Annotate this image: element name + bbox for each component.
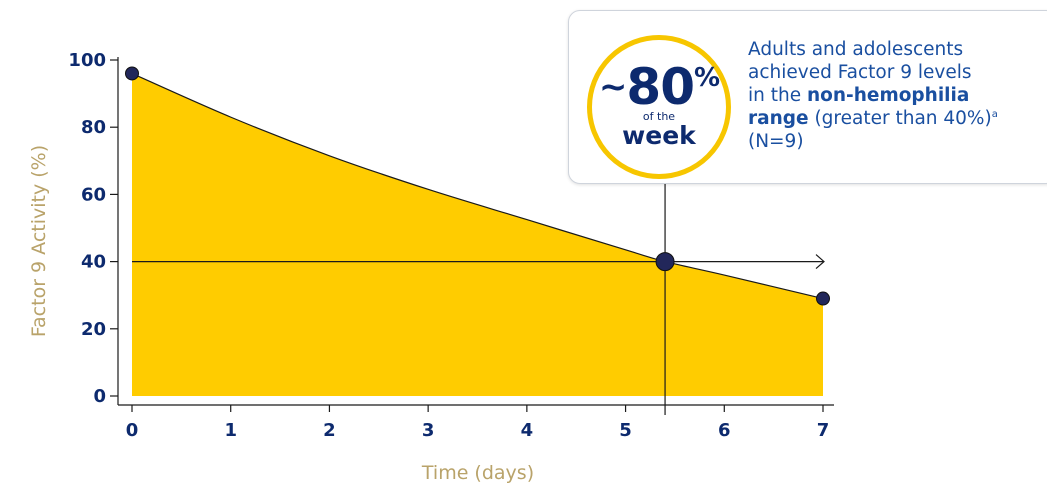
callout-line-4: range (greater than 40%)a [748, 108, 998, 129]
badge-of-the: of the [642, 110, 676, 123]
data-point [655, 252, 675, 272]
x-tick-label: 6 [718, 420, 731, 441]
footnote-mark: a [991, 108, 998, 120]
data-point [125, 66, 139, 81]
x-axis-title: Time (days) [421, 462, 534, 484]
percent-badge: ~80% of the week [587, 35, 731, 179]
x-tick-label: 3 [422, 420, 435, 441]
callout-line-1: Adults and adolescents [748, 39, 964, 60]
area-layer [131, 72, 824, 396]
y-tick-label: 20 [81, 319, 106, 340]
x-tick-label: 7 [817, 420, 830, 441]
callout-line-5: (N=9) [748, 131, 804, 152]
series-line [131, 72, 824, 300]
callout-line-2: achieved Factor 9 levels [748, 62, 972, 83]
x-tick-label: 1 [224, 420, 237, 441]
badge-week: week [622, 121, 696, 150]
callout-line-3: in the non-hemophilia [748, 85, 970, 106]
badge-value: ~80% [598, 58, 720, 116]
y-tick-label: 80 [81, 117, 106, 138]
x-tick-label: 4 [521, 420, 534, 441]
data-point [816, 291, 830, 306]
x-tick-label: 5 [619, 420, 632, 441]
axes: 0 20 40 60 80 100 0 1 2 3 4 5 6 7 [68, 50, 834, 441]
y-tick-label: 40 [81, 252, 106, 273]
y-axis-title: Factor 9 Activity (%) [28, 145, 50, 337]
callout-text: Adults and adolescents achieved Factor 9… [748, 38, 1044, 153]
reference-lines [132, 176, 825, 415]
y-tick-label: 60 [81, 184, 106, 205]
y-tick-label: 0 [93, 386, 106, 407]
threshold-arrowhead [815, 254, 825, 270]
x-tick-label: 2 [323, 420, 336, 441]
y-tick-label: 100 [68, 50, 106, 71]
x-tick-label: 0 [126, 420, 139, 441]
area-fill [132, 73, 823, 396]
markers [125, 66, 830, 306]
